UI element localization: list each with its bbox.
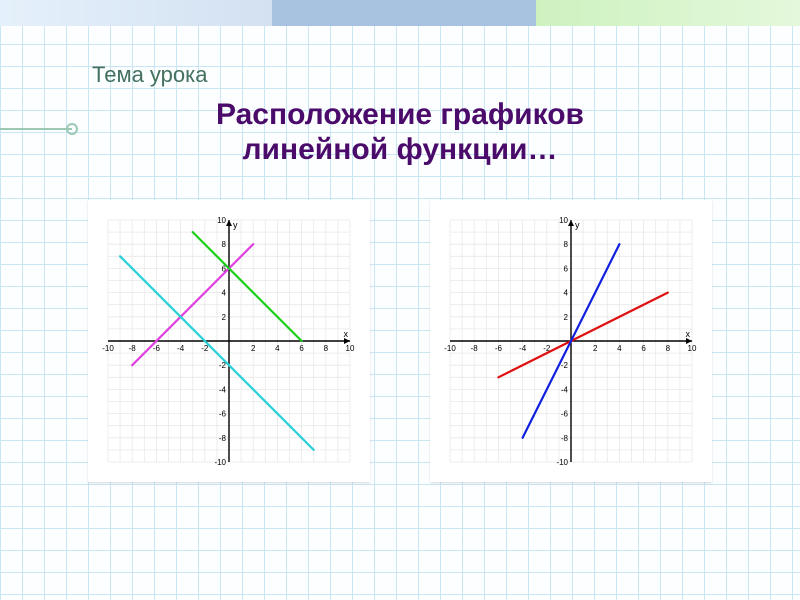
svg-text:-4: -4 [219, 385, 227, 394]
svg-text:2: 2 [251, 344, 256, 353]
svg-text:-4: -4 [177, 344, 185, 353]
chart-left: -10-8-6-4-2246810-10-8-6-4-2246810xy [88, 200, 370, 482]
svg-text:-10: -10 [102, 344, 114, 353]
svg-text:-8: -8 [561, 434, 569, 443]
svg-text:4: 4 [564, 289, 569, 298]
svg-text:6: 6 [641, 344, 646, 353]
svg-text:x: x [686, 329, 691, 339]
svg-text:6: 6 [299, 344, 304, 353]
svg-text:8: 8 [666, 344, 671, 353]
svg-text:4: 4 [275, 344, 280, 353]
svg-text:2: 2 [593, 344, 598, 353]
svg-text:4: 4 [617, 344, 622, 353]
svg-text:-4: -4 [561, 385, 569, 394]
band-segment-green [536, 0, 800, 26]
svg-text:10: 10 [559, 216, 568, 225]
title-line1: Расположение графиков [216, 98, 584, 131]
lesson-topic-label: Тема урока [92, 62, 207, 88]
svg-text:-4: -4 [519, 344, 527, 353]
title-line2: линейной функции… [243, 133, 558, 166]
top-decor-band [0, 0, 800, 26]
svg-text:10: 10 [217, 216, 226, 225]
svg-text:10: 10 [346, 344, 355, 353]
svg-text:y: y [575, 220, 580, 230]
chart-right: -10-8-6-4-2246810-10-8-6-4-2246810xy [430, 200, 712, 482]
svg-text:-10: -10 [444, 344, 456, 353]
svg-text:-10: -10 [214, 458, 226, 467]
svg-text:-6: -6 [153, 344, 161, 353]
svg-text:-10: -10 [556, 458, 568, 467]
svg-text:-6: -6 [495, 344, 503, 353]
svg-text:6: 6 [564, 264, 569, 273]
svg-text:-8: -8 [129, 344, 137, 353]
band-segment-blue-light [0, 0, 272, 26]
svg-text:8: 8 [564, 240, 569, 249]
svg-text:8: 8 [222, 240, 227, 249]
svg-text:-2: -2 [561, 361, 569, 370]
svg-text:-8: -8 [471, 344, 479, 353]
svg-text:10: 10 [688, 344, 697, 353]
svg-text:4: 4 [222, 289, 227, 298]
svg-text:2: 2 [222, 313, 227, 322]
svg-text:y: y [233, 220, 238, 230]
svg-text:-8: -8 [219, 434, 227, 443]
chart-right-svg: -10-8-6-4-2246810-10-8-6-4-2246810xy [436, 206, 706, 476]
band-segment-blue [272, 0, 536, 26]
svg-text:x: x [344, 329, 349, 339]
chart-left-svg: -10-8-6-4-2246810-10-8-6-4-2246810xy [94, 206, 364, 476]
svg-text:-6: -6 [219, 410, 227, 419]
charts-row: -10-8-6-4-2246810-10-8-6-4-2246810xy -10… [0, 200, 800, 482]
svg-text:8: 8 [324, 344, 329, 353]
slide-title: Расположение графиков линейной функции… [0, 98, 800, 167]
svg-text:2: 2 [564, 313, 569, 322]
svg-text:-6: -6 [561, 410, 569, 419]
